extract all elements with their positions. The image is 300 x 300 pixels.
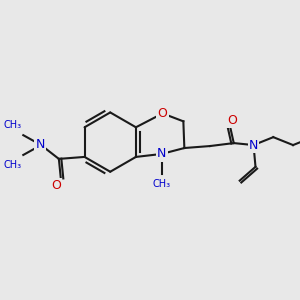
Text: N: N	[249, 139, 258, 152]
Text: CH₃: CH₃	[3, 160, 21, 170]
Text: CH₃: CH₃	[153, 179, 171, 189]
Text: O: O	[51, 179, 61, 192]
Text: N: N	[35, 138, 45, 151]
Text: CH₃: CH₃	[3, 120, 21, 130]
Text: O: O	[227, 114, 237, 127]
Text: N: N	[157, 148, 166, 160]
Text: O: O	[158, 107, 167, 120]
